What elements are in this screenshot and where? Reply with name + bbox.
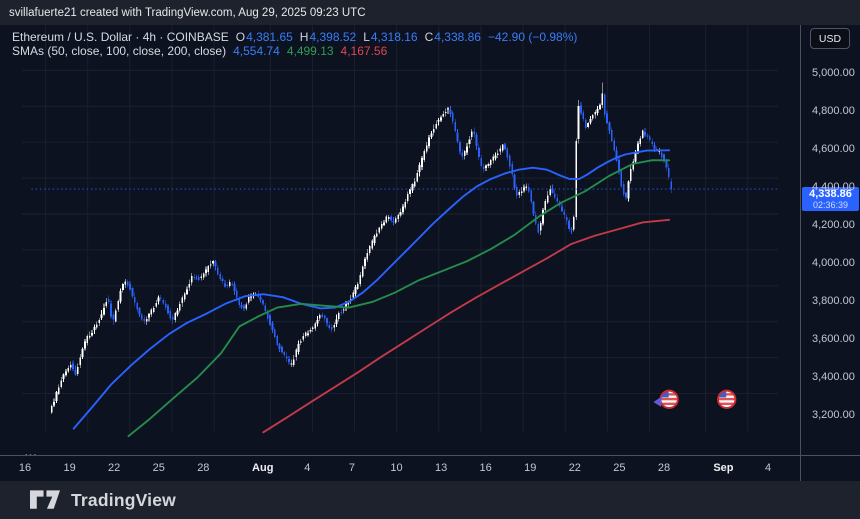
chart-legend: Ethereum / U.S. Dollar · 4h · COINBASE O… [12, 30, 577, 58]
ohlc-close: C 4,338.86 [424, 30, 481, 44]
change-value: −42.90 (−0.98%) [487, 30, 578, 44]
time-axis-month-label: Sep [713, 462, 734, 474]
ohlc-open: O 4,381.65 [235, 30, 293, 44]
time-axis-label: 13 [434, 462, 448, 474]
grid [21, 25, 779, 432]
price-axis-label: 4,800.00 [812, 105, 855, 117]
sma-row[interactable]: SMAs (50, close, 100, close, 200, close)… [12, 44, 577, 58]
sma50-line[interactable] [72, 149, 671, 430]
symbol-row[interactable]: Ethereum / U.S. Dollar · 4h · COINBASE O… [12, 30, 577, 44]
time-axis-label: 22 [108, 462, 121, 474]
time-axis-label: 10 [390, 462, 403, 474]
time-axis-label: 25 [613, 462, 626, 474]
bar-countdown: 02:36:39 [812, 200, 849, 210]
sma200-line[interactable] [262, 218, 671, 434]
tradingview-logo-icon[interactable] [30, 490, 60, 510]
sma100-value: 4,499.13 [286, 44, 334, 58]
us-economic-event-icon[interactable] [717, 389, 737, 409]
footer-bar: TradingView [0, 481, 860, 519]
time-axis-label: 22 [568, 462, 581, 474]
time-axis-label: 19 [524, 462, 537, 474]
ohlc-low: L 4,318.16 [363, 30, 418, 44]
attribution-bar: svillafuerte21 created with TradingView.… [0, 0, 860, 25]
price-axis-label: 4,400.00 [812, 181, 855, 193]
price-axis-label: 4,000.00 [812, 257, 855, 269]
ohlc-high: H 4,398.52 [299, 30, 357, 44]
sma50-value: 4,554.74 [233, 44, 280, 58]
sma200-value: 4,167.56 [340, 44, 388, 58]
last-price-value: 4,338.86 [809, 188, 852, 200]
price-axis-label: 3,600.00 [812, 333, 855, 345]
chart-background [0, 25, 860, 481]
price-axis-label: 3,800.00 [812, 295, 855, 307]
time-axis-label: 19 [63, 462, 76, 474]
price-axis-label: 3,200.00 [812, 409, 855, 421]
currency-unit-button[interactable]: USD [810, 28, 850, 49]
symbol-title: Ethereum / U.S. Dollar · 4h · COINBASE [12, 30, 229, 44]
sma100-line[interactable] [127, 159, 671, 438]
time-axis-label: 7 [348, 462, 355, 474]
time-axis-label: 16 [18, 462, 32, 474]
time-axis-label: 16 [479, 462, 492, 474]
time-axis-label: 25 [152, 462, 165, 474]
candles [50, 82, 673, 414]
price-axis-label: 4,600.00 [812, 143, 855, 155]
price-axis-label: 4,200.00 [812, 219, 855, 231]
mouse-cursor [653, 396, 662, 407]
brand-name[interactable]: TradingView [71, 489, 176, 510]
time-axis-label: 4 [304, 462, 311, 474]
price-axis[interactable]: 4,338.86 02:36:39 5,000.00 4,800.00 4,600.… [800, 25, 860, 481]
time-axis-label: 28 [197, 462, 210, 474]
time-axis[interactable]: 16 19 22 25 28 Aug 4 7 10 13 16 19 22 25 28 Sep 4 [0, 455, 860, 481]
chart-canvas[interactable] [0, 25, 800, 455]
sma-label: SMAs (50, close, 100, close, 200, close) [12, 44, 227, 58]
time-axis-label: 4 [764, 462, 772, 474]
last-price-badge[interactable]: 4,338.86 02:36:39 [802, 187, 859, 211]
attribution-text: svillafuerte21 created with TradingView.… [9, 6, 366, 19]
price-axis-label: 3,400.00 [812, 371, 855, 383]
us-economic-event-icon[interactable] [659, 389, 679, 409]
price-axis-label: 5,000.00 [812, 67, 855, 79]
time-axis-month-label: Aug [252, 462, 274, 474]
time-axis-label: 28 [657, 462, 671, 474]
